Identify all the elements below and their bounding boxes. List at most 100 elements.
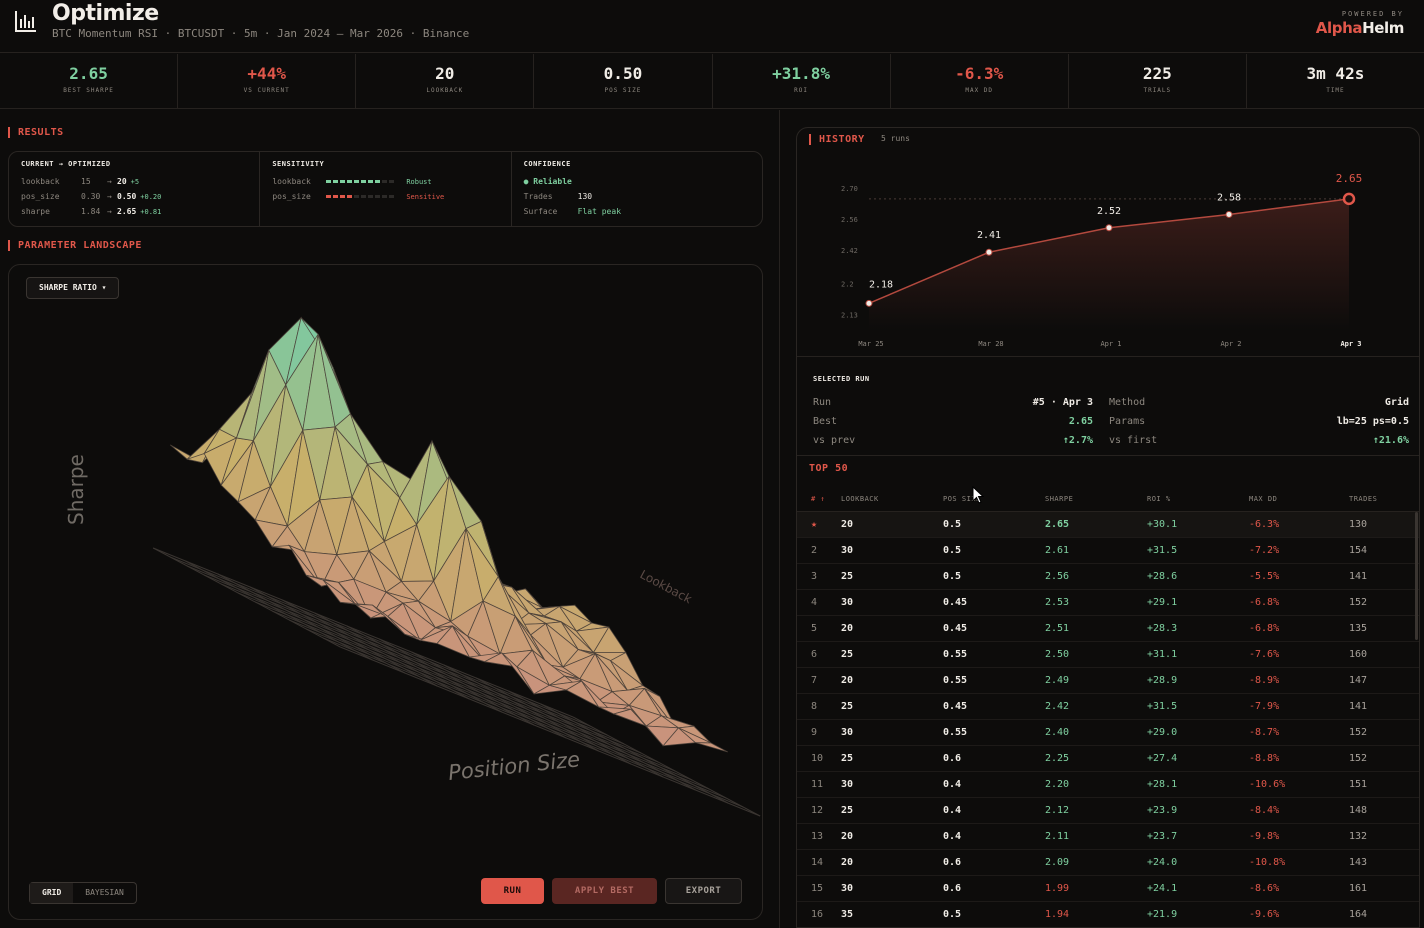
table-row[interactable]: 7 20 0.55 2.49 +28.9 -8.9% 147 bbox=[797, 668, 1419, 694]
table-cell: 1.94 bbox=[1045, 909, 1070, 920]
table-cell: 30 bbox=[841, 727, 854, 738]
stat-card: +31.8% ROI bbox=[713, 54, 891, 108]
table-cell: 2.42 bbox=[1045, 701, 1070, 712]
table-cell: -8.4% bbox=[1249, 805, 1280, 816]
table-cell: +24.1 bbox=[1147, 883, 1178, 894]
table-scrollbar[interactable] bbox=[1415, 512, 1418, 640]
table-cell: 147 bbox=[1349, 675, 1368, 686]
column-header[interactable]: ROI % bbox=[1147, 494, 1171, 503]
table-cell: -7.6% bbox=[1249, 649, 1280, 660]
floor-grid-line bbox=[187, 565, 608, 736]
column-header[interactable]: MAX DD bbox=[1249, 494, 1278, 503]
table-cell: 15 bbox=[811, 883, 824, 894]
export-button[interactable]: EXPORT bbox=[665, 878, 742, 904]
stat-label: BEST SHARPE bbox=[63, 87, 114, 94]
history-point[interactable] bbox=[865, 299, 873, 307]
table-row[interactable]: 6 25 0.55 2.50 +31.1 -7.6% 160 bbox=[797, 642, 1419, 668]
param-key: lookback bbox=[21, 177, 60, 186]
column-header[interactable]: # ↑ bbox=[811, 494, 826, 503]
y-tick-label: 2.2 bbox=[841, 280, 854, 288]
table-cell: 0.5 bbox=[943, 571, 962, 582]
sensitivity-bar-segment bbox=[326, 195, 332, 198]
selected-run-row: Run #5 · Apr 3 bbox=[813, 393, 1093, 412]
table-cell: 148 bbox=[1349, 805, 1368, 816]
table-cell: 2.40 bbox=[1045, 727, 1070, 738]
table-cell: +28.3 bbox=[1147, 623, 1178, 634]
table-row[interactable]: 15 30 0.6 1.99 +24.1 -8.6% 161 bbox=[797, 876, 1419, 902]
table-row[interactable]: 2 30 0.5 2.61 +31.5 -7.2% 154 bbox=[797, 538, 1419, 564]
arrow-right-icon: → bbox=[107, 177, 112, 186]
x-tick-label: Mar 28 bbox=[978, 340, 1003, 348]
table-row[interactable]: 11 30 0.4 2.20 +28.1 -10.6% 151 bbox=[797, 772, 1419, 798]
table-row[interactable]: 13 20 0.4 2.11 +23.7 -9.8% 132 bbox=[797, 824, 1419, 850]
table-cell: -8.9% bbox=[1249, 675, 1280, 686]
stats-strip: 2.65 BEST SHARPE +44% VS CURRENT 20 LOOKBACK 0… bbox=[0, 54, 1424, 109]
table-cell: 141 bbox=[1349, 571, 1368, 582]
table-row[interactable]: 4 30 0.45 2.53 +29.1 -6.8% 152 bbox=[797, 590, 1419, 616]
table-row[interactable]: 12 25 0.4 2.12 +23.9 -8.4% 148 bbox=[797, 798, 1419, 824]
trades-value: 130 bbox=[577, 192, 593, 201]
results-panel: CURRENT → OPTIMIZED lookback 15 → 20 +5 pos_s… bbox=[8, 151, 763, 227]
stat-card: 2.65 BEST SHARPE bbox=[0, 54, 179, 108]
table-cell: 16 bbox=[811, 909, 824, 920]
floor-grid-line bbox=[379, 638, 567, 739]
confidence-status: ● Reliable bbox=[523, 177, 572, 186]
column-header[interactable]: POS SIZE bbox=[943, 494, 981, 503]
trades-label: Trades bbox=[523, 192, 553, 201]
floor-grid-line bbox=[443, 664, 632, 765]
metric-select[interactable]: SHARPE RATIO ▾ bbox=[26, 277, 120, 299]
column-header[interactable]: LOOKBACK bbox=[841, 494, 879, 503]
table-row[interactable]: ★ 20 0.5 2.65 +30.1 -6.3% 130 bbox=[797, 512, 1419, 538]
point-label: 2.41 bbox=[977, 230, 1001, 241]
table-cell: -10.8% bbox=[1249, 857, 1286, 868]
table-cell: 132 bbox=[1349, 831, 1368, 842]
point-label: 2.52 bbox=[1097, 206, 1121, 217]
param-from: 1.84 bbox=[81, 207, 101, 216]
history-chart[interactable]: 2.13 2.2 2.42 2.56 2.70 2.18 Mar 25 2.41 Mar 28 2… bbox=[797, 150, 1420, 355]
table-cell: 2.56 bbox=[1045, 571, 1070, 582]
table-cell: +31.5 bbox=[1147, 701, 1178, 712]
history-point[interactable] bbox=[985, 248, 993, 256]
param-to: 0.50 bbox=[117, 192, 137, 201]
table-cell: 152 bbox=[1349, 753, 1368, 764]
table-cell: 154 bbox=[1349, 545, 1368, 556]
table-row[interactable]: 9 30 0.55 2.40 +29.0 -8.7% 152 bbox=[797, 720, 1419, 746]
table-row[interactable]: 14 20 0.6 2.09 +24.0 -10.8% 143 bbox=[797, 850, 1419, 876]
run-button[interactable]: RUN bbox=[481, 878, 544, 904]
surface-plot[interactable]: Sharpe Position Size Lookback bbox=[9, 265, 763, 920]
stat-value: 20 bbox=[435, 64, 455, 83]
table-row[interactable]: 10 25 0.6 2.25 +27.4 -8.8% 152 bbox=[797, 746, 1419, 772]
history-point[interactable] bbox=[1225, 210, 1233, 218]
sensitivity-key: lookback bbox=[272, 177, 311, 186]
table-cell: 14 bbox=[811, 857, 824, 868]
panel-divider bbox=[779, 110, 780, 928]
column-header[interactable]: TRADES bbox=[1349, 494, 1378, 503]
point-label: 2.58 bbox=[1217, 192, 1241, 203]
column-header[interactable]: SHARPE bbox=[1045, 494, 1074, 503]
sensitivity-bar-segment bbox=[361, 195, 367, 198]
history-point[interactable] bbox=[1105, 224, 1113, 232]
table-cell: +24.0 bbox=[1147, 857, 1178, 868]
table-cell: 13 bbox=[811, 831, 824, 842]
history-point-selected[interactable] bbox=[1342, 192, 1356, 206]
table-row[interactable]: 16 35 0.5 1.94 +21.9 -9.6% 164 bbox=[797, 902, 1419, 927]
mouse-cursor-icon bbox=[972, 486, 984, 504]
table-cell: 8 bbox=[811, 701, 818, 712]
table-cell: -10.6% bbox=[1249, 779, 1286, 790]
mode-grid-button[interactable]: GRID bbox=[30, 883, 74, 903]
parameter-landscape[interactable]: Sharpe Position Size Lookback SHARPE RATIO… bbox=[8, 264, 763, 920]
selected-run-value: lb=25 ps=0.5 bbox=[1336, 416, 1409, 427]
table-row[interactable]: 8 25 0.45 2.42 +31.5 -7.9% 141 bbox=[797, 694, 1419, 720]
table-row[interactable]: 5 20 0.45 2.51 +28.3 -6.8% 135 bbox=[797, 616, 1419, 642]
table-row[interactable]: 3 25 0.5 2.56 +28.6 -5.5% 141 bbox=[797, 564, 1419, 590]
mode-bayesian-button[interactable]: BAYESIAN bbox=[85, 888, 124, 897]
table-cell: 152 bbox=[1349, 727, 1368, 738]
point-label: 2.65 bbox=[1336, 172, 1363, 185]
search-mode-toggle[interactable]: GRID BAYESIAN bbox=[29, 882, 137, 904]
table-cell: 20 bbox=[841, 831, 854, 842]
selected-run-row: Method Grid bbox=[1109, 393, 1409, 412]
table-cell: -9.8% bbox=[1249, 831, 1280, 842]
param-to: 2.65 bbox=[117, 207, 137, 216]
apply-best-button[interactable]: APPLY BEST bbox=[552, 878, 657, 904]
selected-run: SELECTED RUN Run #5 · Apr 3 Best 2.65 vs pre… bbox=[797, 356, 1419, 456]
